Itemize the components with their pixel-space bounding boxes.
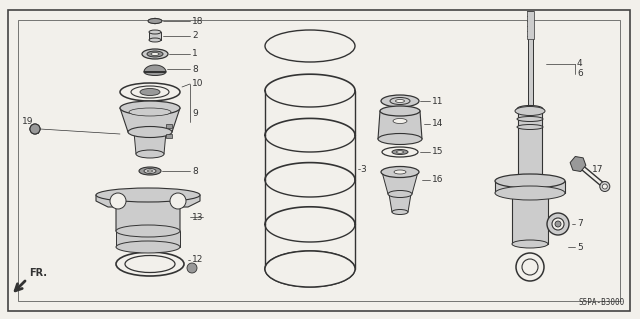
- Ellipse shape: [131, 86, 169, 98]
- Ellipse shape: [518, 106, 542, 112]
- Ellipse shape: [388, 190, 412, 197]
- Polygon shape: [166, 134, 172, 138]
- Bar: [528, 36, 533, 109]
- Ellipse shape: [602, 184, 607, 189]
- Ellipse shape: [517, 124, 543, 130]
- Text: 6: 6: [577, 70, 583, 78]
- Text: 1: 1: [192, 49, 198, 58]
- Polygon shape: [149, 18, 161, 24]
- Ellipse shape: [396, 100, 404, 102]
- Bar: [527, 11, 534, 39]
- Polygon shape: [570, 157, 586, 172]
- Ellipse shape: [512, 240, 548, 248]
- Circle shape: [30, 124, 40, 134]
- Polygon shape: [134, 132, 166, 154]
- Ellipse shape: [116, 252, 184, 276]
- Text: 18: 18: [192, 17, 204, 26]
- Polygon shape: [495, 181, 565, 193]
- Ellipse shape: [382, 147, 418, 157]
- Ellipse shape: [495, 174, 565, 188]
- Ellipse shape: [394, 170, 406, 174]
- Ellipse shape: [265, 30, 355, 62]
- Ellipse shape: [136, 150, 164, 158]
- Ellipse shape: [518, 181, 542, 187]
- Ellipse shape: [120, 101, 180, 115]
- Text: 19: 19: [22, 116, 33, 125]
- Ellipse shape: [147, 51, 163, 57]
- Ellipse shape: [547, 213, 569, 235]
- Ellipse shape: [120, 83, 180, 101]
- Text: 9: 9: [192, 109, 198, 118]
- Ellipse shape: [140, 88, 160, 95]
- Ellipse shape: [378, 133, 422, 145]
- Ellipse shape: [397, 151, 403, 153]
- Text: 4: 4: [577, 60, 582, 69]
- Text: FR.: FR.: [29, 268, 47, 278]
- Ellipse shape: [517, 116, 543, 122]
- Text: 11: 11: [432, 97, 444, 106]
- Ellipse shape: [552, 218, 564, 230]
- Ellipse shape: [515, 107, 545, 115]
- Text: 15: 15: [432, 147, 444, 157]
- Ellipse shape: [125, 256, 175, 272]
- Polygon shape: [166, 124, 172, 128]
- Text: 13: 13: [192, 212, 204, 221]
- Ellipse shape: [517, 106, 543, 113]
- Ellipse shape: [151, 53, 159, 56]
- Text: 7: 7: [577, 219, 583, 228]
- Polygon shape: [378, 111, 422, 139]
- Ellipse shape: [147, 170, 152, 172]
- Polygon shape: [116, 231, 180, 247]
- Bar: [18, 20, 620, 301]
- Polygon shape: [518, 109, 542, 184]
- Ellipse shape: [144, 69, 166, 76]
- Polygon shape: [144, 65, 166, 72]
- Text: 14: 14: [432, 120, 444, 129]
- Ellipse shape: [381, 167, 419, 177]
- Polygon shape: [389, 194, 411, 212]
- Ellipse shape: [495, 186, 565, 200]
- Ellipse shape: [144, 168, 156, 174]
- Ellipse shape: [149, 38, 161, 42]
- Ellipse shape: [116, 241, 180, 253]
- Text: 8: 8: [192, 64, 198, 73]
- Text: 5: 5: [577, 242, 583, 251]
- Circle shape: [110, 193, 126, 209]
- Polygon shape: [382, 172, 418, 194]
- Text: 10: 10: [192, 79, 204, 88]
- Ellipse shape: [390, 98, 410, 105]
- Ellipse shape: [265, 251, 355, 287]
- Text: 17: 17: [592, 165, 604, 174]
- Ellipse shape: [128, 127, 172, 137]
- Text: S5PA-B3000: S5PA-B3000: [579, 298, 625, 307]
- Ellipse shape: [555, 221, 561, 227]
- Text: 2: 2: [192, 32, 198, 41]
- Text: 16: 16: [432, 175, 444, 184]
- Ellipse shape: [149, 30, 161, 34]
- Ellipse shape: [129, 108, 171, 116]
- Polygon shape: [120, 108, 180, 132]
- Text: 8: 8: [192, 167, 198, 175]
- Ellipse shape: [148, 19, 162, 24]
- Polygon shape: [149, 32, 161, 40]
- Ellipse shape: [522, 259, 538, 275]
- Text: 3: 3: [360, 165, 365, 174]
- Ellipse shape: [116, 225, 180, 237]
- Ellipse shape: [30, 124, 40, 134]
- Ellipse shape: [380, 106, 420, 116]
- Polygon shape: [96, 195, 200, 231]
- Circle shape: [170, 193, 186, 209]
- Ellipse shape: [381, 95, 419, 107]
- Circle shape: [187, 263, 197, 273]
- Ellipse shape: [516, 253, 544, 281]
- Ellipse shape: [393, 118, 407, 123]
- Ellipse shape: [600, 182, 610, 191]
- Ellipse shape: [142, 49, 168, 59]
- Ellipse shape: [392, 210, 408, 214]
- Polygon shape: [512, 193, 548, 244]
- Ellipse shape: [96, 188, 200, 202]
- Text: 12: 12: [192, 256, 204, 264]
- Ellipse shape: [392, 150, 408, 154]
- Ellipse shape: [139, 167, 161, 175]
